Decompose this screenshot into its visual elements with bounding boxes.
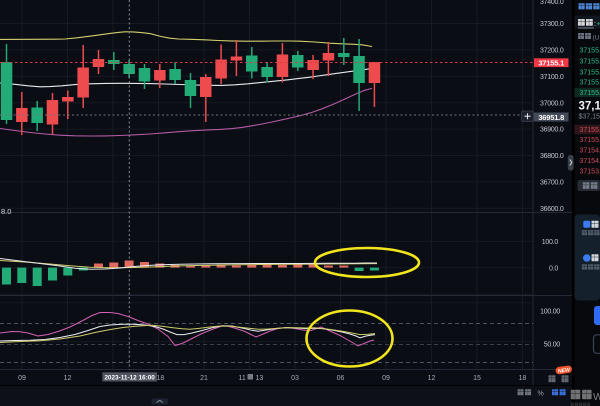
svg-text:36951.8: 36951.8 (538, 113, 564, 122)
svg-text:37155.: 37155. (580, 90, 600, 97)
svg-text:37155.1: 37155.1 (538, 59, 564, 68)
svg-text:36800.0: 36800.0 (540, 153, 564, 160)
svg-text:09: 09 (18, 375, 26, 382)
svg-text:12: 12 (64, 375, 72, 382)
svg-text:%: % (538, 390, 544, 397)
svg-text:2023-11-12 16:00: 2023-11-12 16:00 (104, 375, 155, 382)
svg-text:37000.0: 37000.0 (540, 100, 564, 107)
svg-text::: : (594, 21, 596, 28)
svg-text:0.0: 0.0 (549, 265, 558, 272)
svg-text:06: 06 (337, 375, 345, 382)
svg-text:36900.0: 36900.0 (540, 127, 564, 134)
svg-text:37100.0: 37100.0 (540, 74, 564, 81)
svg-text:36700.0: 36700.0 (540, 180, 564, 187)
svg-text:$37,155: $37,155 (579, 113, 600, 120)
svg-text:100.00: 100.00 (540, 308, 560, 315)
svg-text:11: 11 (239, 375, 246, 382)
svg-text:09: 09 (382, 375, 390, 382)
svg-text:37400.0: 37400.0 (540, 0, 564, 6)
svg-text:37200.0: 37200.0 (540, 48, 564, 55)
svg-text:37153.: 37153. (580, 169, 600, 176)
svg-text:100.0: 100.0 (542, 239, 559, 246)
svg-text:37155.: 37155. (580, 59, 600, 66)
svg-text:15: 15 (473, 375, 481, 382)
svg-text:36600.0: 36600.0 (540, 206, 564, 213)
svg-text:18: 18 (157, 375, 165, 382)
svg-text:37300.0: 37300.0 (540, 21, 564, 28)
svg-text:37155.: 37155. (580, 48, 600, 55)
svg-text:37155.: 37155. (580, 69, 600, 76)
svg-text:NEW: NEW (558, 367, 572, 375)
svg-text:37155.: 37155. (580, 137, 600, 144)
svg-text:8.0: 8.0 (1, 207, 11, 216)
svg-text:W: W (593, 391, 600, 403)
svg-text:18: 18 (519, 375, 527, 382)
svg-text:37154.: 37154. (580, 148, 600, 155)
svg-text:37155.: 37155. (580, 80, 600, 87)
svg-text:21: 21 (200, 375, 208, 382)
svg-text:50.00: 50.00 (544, 341, 561, 348)
svg-text:03: 03 (291, 375, 299, 382)
svg-text:+: + (597, 19, 600, 28)
svg-text:(U: (U (593, 34, 600, 41)
svg-text:12: 12 (428, 375, 436, 382)
svg-text:37155.: 37155. (580, 127, 600, 134)
svg-text:37,155: 37,155 (579, 101, 600, 113)
svg-text:13: 13 (256, 375, 264, 382)
svg-text:37154.: 37154. (580, 158, 600, 165)
